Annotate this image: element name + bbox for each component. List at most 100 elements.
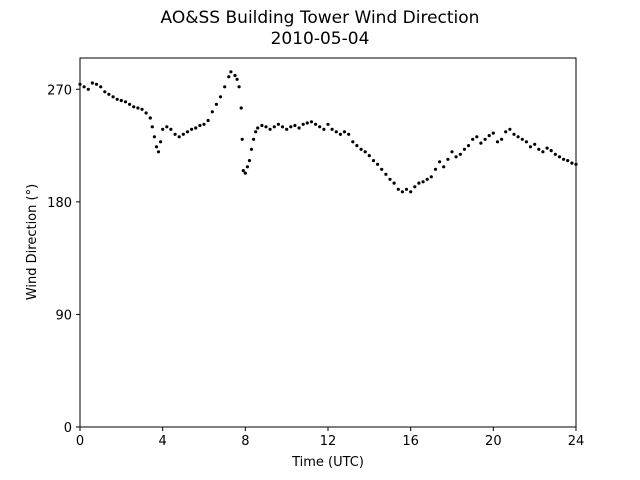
data-point (103, 90, 107, 94)
data-point (533, 142, 537, 146)
data-point (541, 150, 545, 154)
data-point (235, 77, 239, 81)
data-point (241, 169, 245, 173)
data-point (256, 126, 260, 130)
data-point (404, 187, 409, 191)
x-tick-label: 16 (402, 434, 419, 449)
data-point (363, 150, 367, 154)
data-point (165, 125, 169, 129)
data-point (115, 97, 119, 101)
data-point (227, 75, 231, 79)
data-point (237, 85, 241, 89)
data-markers (78, 70, 578, 194)
data-point (107, 92, 111, 96)
x-tick-label: 4 (159, 434, 167, 449)
y-tick-label: 0 (64, 421, 72, 436)
data-point (438, 160, 442, 164)
data-point (417, 181, 421, 185)
data-point (322, 127, 326, 131)
data-point (272, 125, 276, 129)
data-point (553, 152, 557, 156)
data-point (396, 187, 400, 191)
data-point (355, 144, 359, 148)
data-point (425, 177, 429, 181)
data-point (254, 130, 258, 134)
data-point (260, 123, 264, 128)
data-point (508, 127, 512, 131)
data-point (367, 154, 371, 158)
data-point (276, 122, 280, 126)
data-point (433, 167, 438, 171)
data-point (475, 135, 479, 139)
data-point (243, 171, 247, 175)
data-point (252, 137, 256, 141)
data-point (240, 137, 244, 141)
data-point (491, 131, 495, 135)
data-point (210, 110, 214, 114)
data-point (549, 149, 553, 153)
data-point (384, 172, 388, 176)
data-point (218, 95, 223, 99)
data-point (297, 126, 301, 130)
data-point (429, 175, 433, 179)
x-tick-label: 0 (76, 434, 84, 449)
data-point (318, 125, 322, 129)
y-axis-label: Wind Direction (°) (25, 184, 40, 300)
data-point (223, 85, 227, 89)
data-point (229, 70, 233, 74)
data-point (495, 140, 500, 144)
x-axis: 0 4 8 12 16 20 24 (76, 427, 584, 449)
data-point (421, 180, 425, 184)
data-point (173, 132, 177, 136)
data-point (479, 141, 483, 145)
data-point (289, 125, 293, 129)
data-point (471, 137, 475, 141)
data-point (347, 132, 351, 136)
data-point (214, 102, 218, 106)
data-point (185, 130, 190, 134)
data-point (487, 134, 491, 138)
data-point (400, 190, 404, 194)
data-point (161, 127, 165, 131)
x-tick-label: 8 (241, 434, 249, 449)
data-point (334, 130, 338, 134)
data-point (268, 127, 272, 131)
data-point (330, 127, 334, 131)
data-point (454, 155, 458, 159)
chart-subtitle: 2010-05-04 (270, 29, 370, 49)
data-point (202, 122, 206, 126)
data-point (154, 145, 159, 149)
data-point (245, 165, 249, 169)
data-point (82, 85, 86, 89)
data-point (326, 122, 330, 126)
data-point (371, 159, 376, 163)
x-tick-label: 20 (485, 434, 502, 449)
data-point (388, 177, 392, 181)
data-point (280, 125, 285, 129)
data-point (566, 159, 570, 163)
data-point (239, 106, 243, 110)
data-point (462, 147, 466, 151)
data-point (181, 132, 185, 136)
data-point (159, 140, 163, 144)
x-axis-label: Time (UTC) (291, 455, 364, 470)
data-point (111, 95, 115, 99)
data-point (351, 140, 355, 144)
data-point (524, 140, 529, 144)
data-point (557, 155, 562, 159)
data-point (144, 111, 148, 115)
y-tick-label: 90 (55, 308, 72, 323)
data-point (500, 137, 504, 141)
data-point (150, 125, 154, 129)
data-point (442, 165, 446, 169)
y-axis: 0 90 180 270 (47, 83, 80, 436)
data-point (516, 135, 520, 139)
data-point (309, 120, 314, 124)
data-point (152, 135, 156, 139)
plot-frame (79, 57, 577, 428)
data-point (140, 107, 144, 111)
data-point (528, 145, 533, 149)
data-point (94, 82, 99, 86)
data-point (264, 125, 268, 129)
